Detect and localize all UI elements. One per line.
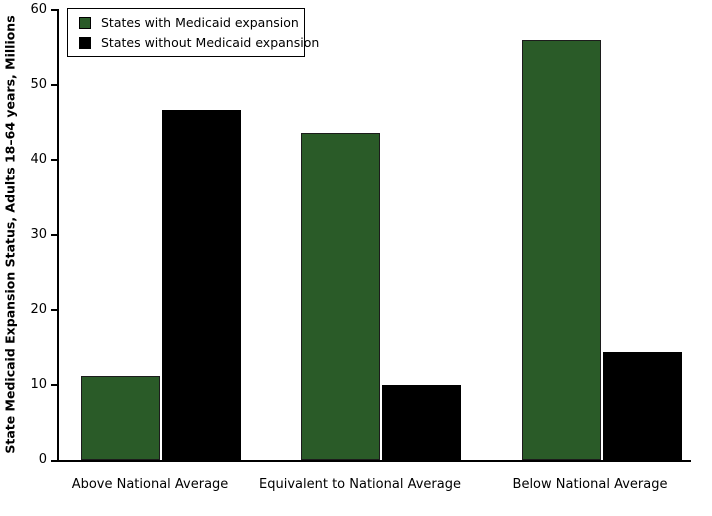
- y-tick-mark: [51, 83, 58, 86]
- bar-no-expansion-2: [603, 351, 682, 460]
- legend-label-no-expansion: States without Medicaid expansion: [101, 35, 320, 50]
- bar-expansion-1: [301, 132, 380, 460]
- legend: States with Medicaid expansion States wi…: [67, 8, 319, 57]
- bar-expansion-0: [81, 375, 160, 460]
- y-tick-mark: [51, 233, 58, 236]
- bar-no-expansion-1: [382, 384, 461, 460]
- y-tick-mark: [51, 8, 58, 11]
- x-category-label: Below National Average: [512, 477, 668, 492]
- legend-swatch-green: [79, 16, 91, 29]
- y-tick-label: 10: [30, 376, 47, 392]
- y-tick-label: 20: [30, 301, 47, 317]
- x-category-label: Equivalent to National Average: [259, 477, 461, 492]
- x-category-label: Above National Average: [71, 477, 229, 492]
- x-axis-line: [51, 460, 691, 462]
- y-tick-label: 30: [30, 226, 47, 242]
- legend-item-no-expansion: States without Medicaid expansion: [79, 35, 319, 50]
- y-axis-line: [57, 9, 59, 461]
- legend-label-expansion: States with Medicaid expansion: [101, 15, 299, 30]
- y-tick-label: 50: [30, 76, 47, 92]
- bar-expansion-2: [522, 39, 601, 460]
- y-tick-label: 60: [30, 1, 47, 17]
- legend-item-expansion: States with Medicaid expansion: [79, 15, 299, 30]
- bar-no-expansion-0: [162, 110, 241, 460]
- y-tick-label: 40: [30, 151, 47, 167]
- y-tick-mark: [51, 308, 58, 311]
- y-tick-mark: [51, 158, 58, 161]
- legend-swatch-black: [79, 36, 91, 49]
- y-tick-mark: [51, 383, 58, 386]
- y-tick-label: 0: [38, 451, 47, 467]
